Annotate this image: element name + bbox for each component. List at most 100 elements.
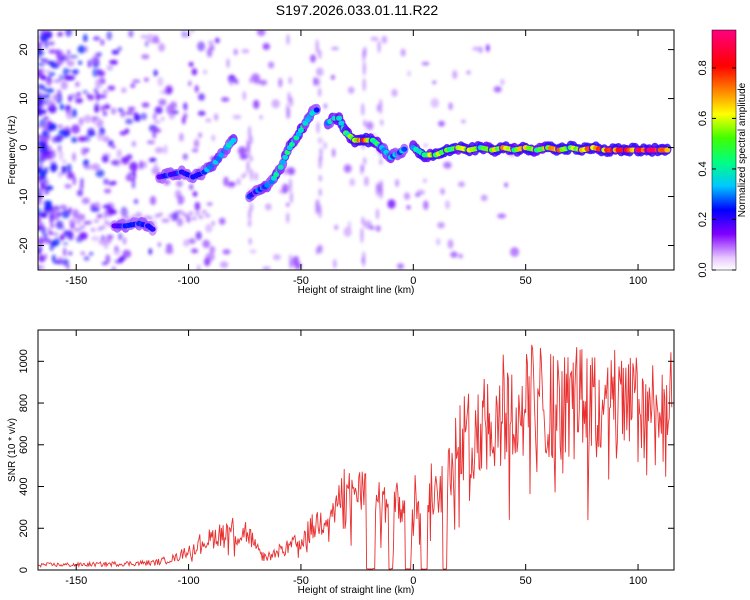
heatmap-noise-blob [109,59,118,65]
heatmap-noise-blob [251,73,260,82]
snr-x-tick-label: 100 [629,575,647,587]
heatmap-noise-blob [237,146,247,156]
heatmap-noise-blob [49,245,54,251]
heatmap-noise-blob [46,227,52,232]
heatmap-noise-blob [52,205,61,211]
heatmap-noise-blob [57,135,63,141]
heatmap-noise-blob [249,249,257,254]
heatmap-noise-blob [370,36,379,42]
heatmap-streak [361,103,365,116]
colorbar-frame [711,29,737,271]
heatmap-noise-blob [92,36,101,41]
heatmap-noise-blob [63,75,73,81]
heatmap-noise-blob [79,184,84,190]
heatmap-noise-blob [125,174,132,182]
heatmap-noise-blob [93,87,99,95]
heatmap-noise-blob [44,190,49,195]
heatmap-noise-blob [141,102,150,108]
heatmap-noise-blob [205,213,211,218]
ridge-branch-a [155,134,238,184]
heatmap-noise-blob [445,200,450,210]
ridge-main-trace [409,140,672,163]
heatmap-streak [319,147,323,157]
heatmap-noise-blob [91,235,100,242]
ridge-branch-c [323,112,409,164]
heatmap-noise-blob [243,172,248,177]
heatmap-noise-blob [153,120,161,124]
heatmap-noise-blob [97,131,103,141]
heatmap-noise-blob [70,224,76,229]
heatmap-noise-blob [60,226,66,230]
heatmap-noise-blob [50,63,60,69]
heatmap-streak [250,168,253,181]
heatmap-noise-blob [87,127,95,136]
heatmap-streak [288,178,292,193]
heatmap-noise-blob [430,98,439,108]
heatmap-noise-blob [323,141,328,150]
heatmap-noise-blob [95,169,105,178]
snr-series-line [38,344,673,570]
heatmap-noise-blob [315,67,324,77]
heatmap-noise-blob [52,94,59,102]
heatmap-noise-blob [129,161,138,172]
heatmap-noise-blob [110,107,117,115]
heatmap-noise-blob [89,252,94,256]
heatmap-noise-blob [423,200,429,210]
heatmap-noise-blob [67,251,73,256]
heatmap-noise-blob [197,41,206,52]
heatmap-noise-blob [48,210,55,215]
heatmap-noise-blob [259,79,268,86]
heatmap-noise-blob [214,37,220,44]
heatmap-noise-blob [118,233,123,241]
heatmap-noise-blob [198,215,204,220]
heatmap-noise-blob [447,239,454,249]
heatmap-noise-blob [207,40,214,47]
heatmap-noise-blob [183,112,188,119]
heatmap-noise-blob [83,34,88,43]
heatmap-noise-blob [49,149,56,159]
heatmap-noise-blob [154,106,163,114]
heatmap-noise-blob [152,129,157,139]
heatmap-frame [37,29,675,271]
heatmap-noise-blob [55,58,64,66]
heatmap-noise-blob [143,161,147,169]
heatmap-noise-blob [239,153,248,160]
heatmap-noise-blob [114,245,119,251]
heatmap-noise-blob [102,204,112,209]
heatmap-noise-blob [83,255,90,261]
heatmap-noise-blob [152,112,157,121]
heatmap-noise-blob [105,254,111,264]
heatmap-noise-blob [38,102,43,107]
heatmap-noise-blob [44,185,54,191]
heatmap-y-tick-label: 20 [18,43,30,55]
heatmap-noise-blob [81,197,91,205]
heatmap-noise-blob [68,218,77,225]
colorbar-tick-label: 0.8 [697,60,709,75]
heatmap-streak [361,216,365,226]
heatmap-noise-blob [203,69,208,75]
heatmap-noise-blob [242,91,246,101]
heatmap-noise-blob [158,212,163,217]
heatmap-noise-blob [131,140,137,147]
heatmap-streak [286,34,290,46]
heatmap-noise-blob [205,252,215,262]
heatmap-noise-blob [415,193,421,197]
heatmap-noise-blob [466,70,471,75]
heatmap-noise-blob [100,105,105,112]
heatmap-noise-blob [83,164,93,170]
heatmap-noise-blob [48,104,57,114]
heatmap-noise-blob [192,191,198,197]
heatmap-noise-blob [175,180,183,188]
heatmap-noise-blob [49,216,54,223]
heatmap-noise-blob [181,30,187,38]
heatmap-noise-blob [391,88,398,97]
heatmap-noise-blob [38,187,44,196]
ridge-core [338,120,345,126]
heatmap-streak [249,77,253,84]
heatmap-streak [315,247,319,255]
heatmap-noise-blob [38,264,42,270]
heatmap-noise-blob [53,260,62,264]
heatmap-streak [248,125,252,140]
heatmap-noise-blob [66,60,75,67]
heatmap-noise-blob [122,237,127,245]
